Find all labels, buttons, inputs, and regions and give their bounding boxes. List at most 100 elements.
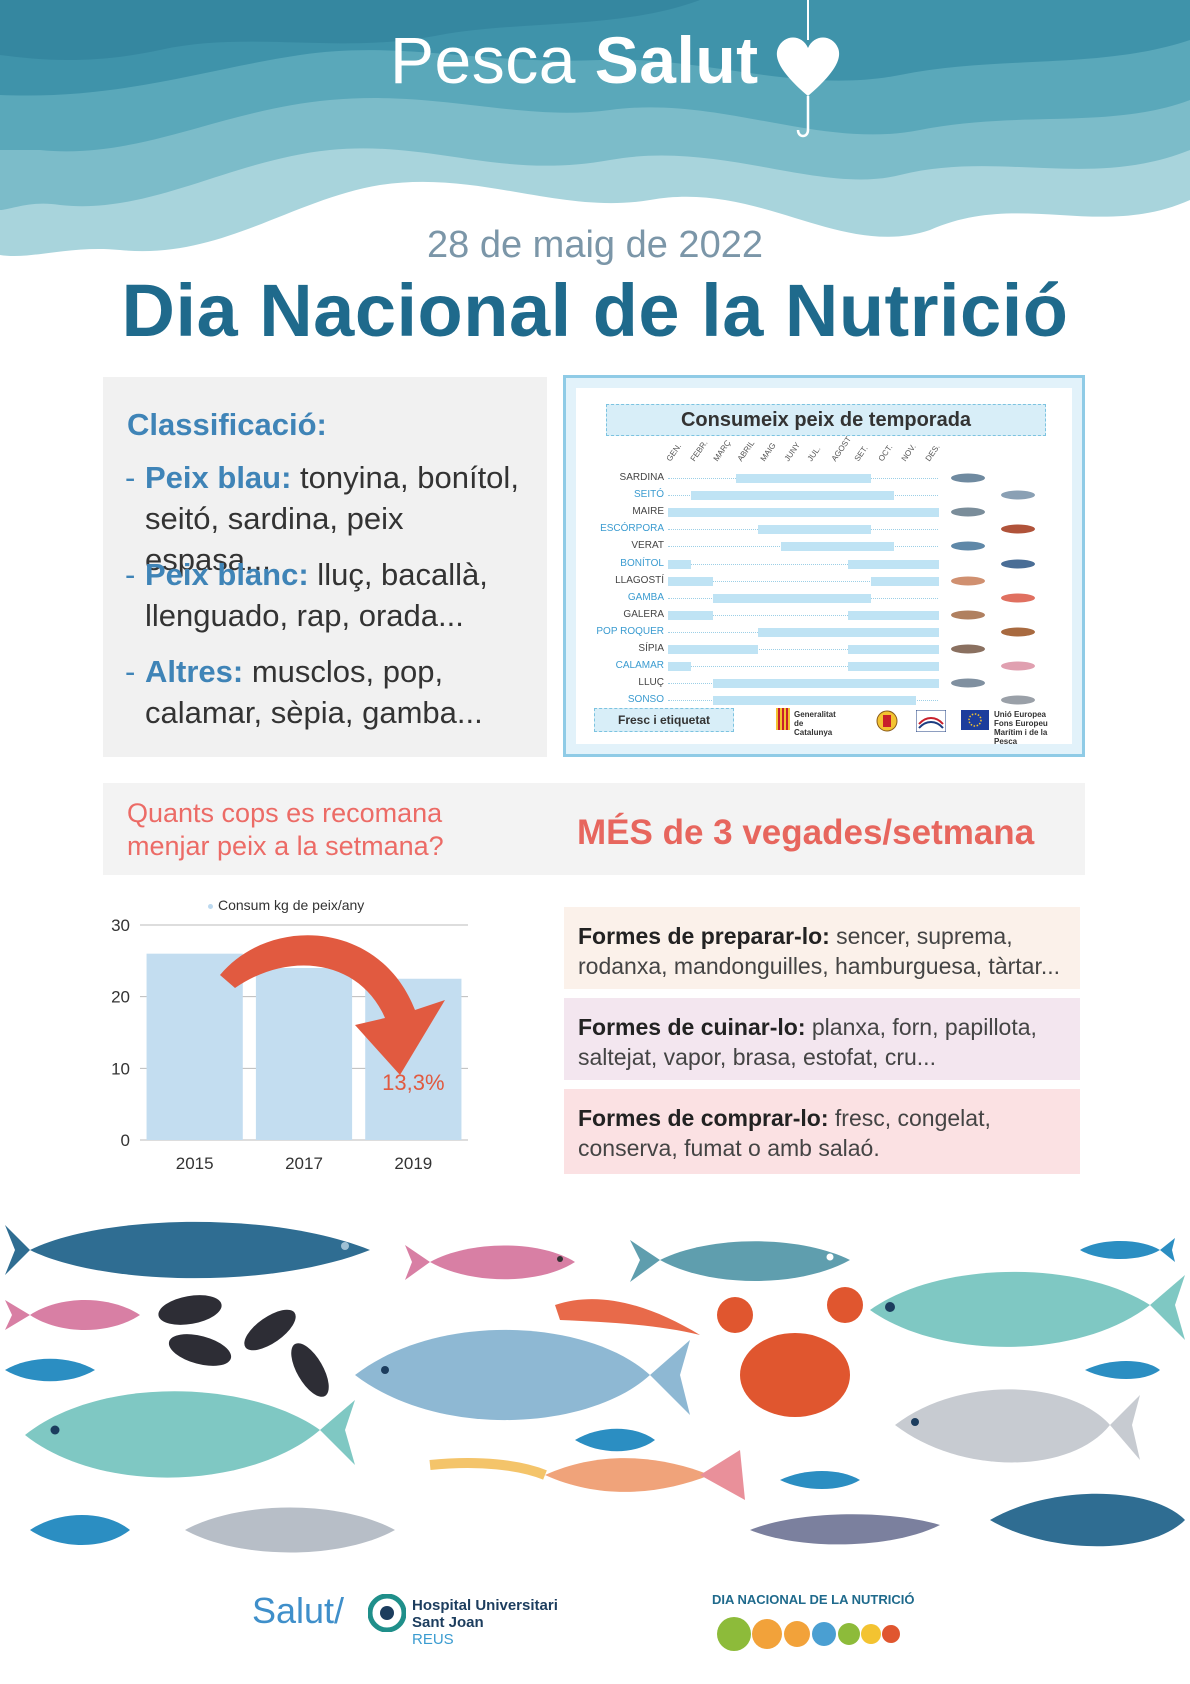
month-label: SET. xyxy=(852,443,870,463)
month-label: NOV. xyxy=(899,442,918,463)
crab-illustration xyxy=(717,1287,863,1417)
species-row-line xyxy=(668,649,938,650)
fish-illustration xyxy=(750,1514,940,1545)
month-label: JUL. xyxy=(805,444,823,463)
species-label: SEITÓ xyxy=(633,489,664,501)
x-tick-label: 2017 xyxy=(285,1154,323,1173)
y-tick-label: 10 xyxy=(111,1059,130,1078)
legend-label: Consum kg de peix/any xyxy=(218,897,365,913)
species-label: SARDINA xyxy=(619,472,664,483)
eu-logo-text: Unió Europea Fons Europeu Marítim i de la … xyxy=(994,710,1072,746)
hospital-logo-icon xyxy=(368,1594,406,1632)
eu-flag-icon xyxy=(961,710,989,730)
species-label: LLUÇ xyxy=(638,677,664,689)
month-label: MARÇ xyxy=(711,438,733,463)
species-icon xyxy=(951,541,985,551)
question-line: menjar peix a la setmana? xyxy=(127,831,444,861)
species-icon xyxy=(1001,627,1035,637)
y-tick-label: 30 xyxy=(111,916,130,935)
info-key: Formes de comprar-lo: xyxy=(578,1105,829,1131)
eu-text: Fons Europeu xyxy=(994,719,1048,728)
seal-logo xyxy=(876,710,898,732)
month-label: AGOST xyxy=(829,434,853,463)
classification-line: tonyina, bonítol, xyxy=(291,460,519,495)
species-label: BONÍTOL xyxy=(620,557,664,569)
season-poster-inner: Consumeix peix de temporada Fresc i etiq… xyxy=(576,388,1072,746)
classification-key: Peix blau: xyxy=(145,460,292,495)
hospital-logo-text: Hospital Universitari Sant Joan REUS xyxy=(412,1597,558,1648)
question-answer: MÉS de 3 vegades/setmana xyxy=(577,813,1035,852)
season-bar xyxy=(871,576,939,586)
species-row-line xyxy=(668,580,938,582)
season-bar xyxy=(758,525,872,535)
chart-annotation: 13,3% xyxy=(382,1070,444,1095)
species-label: CALAMAR xyxy=(615,660,664,672)
fish-illustration xyxy=(5,1358,95,1382)
season-bar xyxy=(668,662,691,672)
nutrition-day-logo-text: DIA NACIONAL DE LA NUTRICIÓ xyxy=(712,1592,915,1607)
species-icon xyxy=(1001,524,1035,534)
species-icon xyxy=(951,678,985,688)
season-bar xyxy=(780,542,894,552)
gov-logo-text: Generalitat xyxy=(794,710,836,719)
fresc-label: Fresc i etiquetat xyxy=(594,708,734,732)
season-bar xyxy=(758,627,939,637)
species-row-line xyxy=(668,614,938,616)
info-text: sencer, suprema, rodanxa, mandonguilles,… xyxy=(578,923,1061,979)
eu-text: Unió Europea xyxy=(994,710,1047,719)
fish-illustration xyxy=(5,1221,370,1279)
classification-line: calamar, sèpia, gamba... xyxy=(145,695,483,730)
hospital-line: Sant Joan xyxy=(412,1614,484,1631)
legend-swatch xyxy=(208,903,213,909)
classification-line: musclos, pop, xyxy=(243,654,444,689)
info-key: Formes de cuinar-lo: xyxy=(578,1014,806,1040)
season-bar xyxy=(848,645,939,654)
species-icon xyxy=(951,473,985,483)
y-tick-label: 20 xyxy=(111,988,130,1007)
season-bar xyxy=(848,662,939,672)
chart-legend: Consum kg de peix/any xyxy=(208,897,364,913)
species-icon xyxy=(1001,661,1035,671)
bar xyxy=(255,968,353,1140)
species-row-line xyxy=(668,666,938,668)
fish-illustration xyxy=(780,1471,860,1489)
species-label: GAMBA xyxy=(627,591,664,603)
season-poster-title: Consumeix peix de temporada xyxy=(606,404,1046,436)
month-label: FEBR. xyxy=(688,438,710,463)
fish-illustration xyxy=(405,1245,575,1280)
species-icon xyxy=(951,507,985,517)
info-text: fresc, congelat, conserva, fumat o amb s… xyxy=(578,1105,991,1161)
species-label: SÍPIA xyxy=(638,643,664,654)
bar xyxy=(146,953,243,1140)
page-title: Dia Nacional de la Nutrició xyxy=(121,269,1069,352)
squid-illustration xyxy=(429,1450,745,1500)
shrimp-illustration xyxy=(555,1299,700,1335)
classification-key: Altres: xyxy=(145,654,244,689)
hospital-line: REUS xyxy=(412,1631,454,1648)
gov-logo-text: de Catalunya xyxy=(794,719,833,737)
fish-illustration xyxy=(990,1493,1185,1547)
season-bar xyxy=(668,610,714,620)
species-icon xyxy=(1001,490,1035,500)
info-key: Formes de preparar-lo: xyxy=(578,923,830,949)
season-bar xyxy=(668,645,759,654)
fish-consumption-chart: 0 10 20 30 2015 2017 2019 13,3% xyxy=(111,916,468,1173)
season-bar xyxy=(713,679,939,689)
season-bar xyxy=(713,696,917,706)
decline-arrow xyxy=(220,935,445,1075)
fish-illustration xyxy=(1085,1361,1160,1379)
classification-line: lluç, bacallà, xyxy=(308,557,488,592)
season-bar xyxy=(668,559,691,569)
classification-item: - Altres: musclos, pop, calamar, sèpia, g… xyxy=(125,654,483,730)
species-row-line xyxy=(668,563,938,565)
question-text: Quants cops es recomana menjar peix a la … xyxy=(127,797,507,863)
brand-light: Pesca xyxy=(390,23,576,97)
species-icon xyxy=(951,644,985,654)
fish-illustration xyxy=(575,1428,655,1452)
info-text: planxa, forn, papillota, saltejat, vapor… xyxy=(578,1014,1037,1070)
classification-item: - Peix blau: tonyina, bonítol, seitó, sar… xyxy=(125,460,519,577)
season-bar xyxy=(848,610,939,620)
fish-illustration xyxy=(5,1300,140,1330)
fish-illustration xyxy=(355,1329,690,1421)
species-icon xyxy=(951,576,985,586)
